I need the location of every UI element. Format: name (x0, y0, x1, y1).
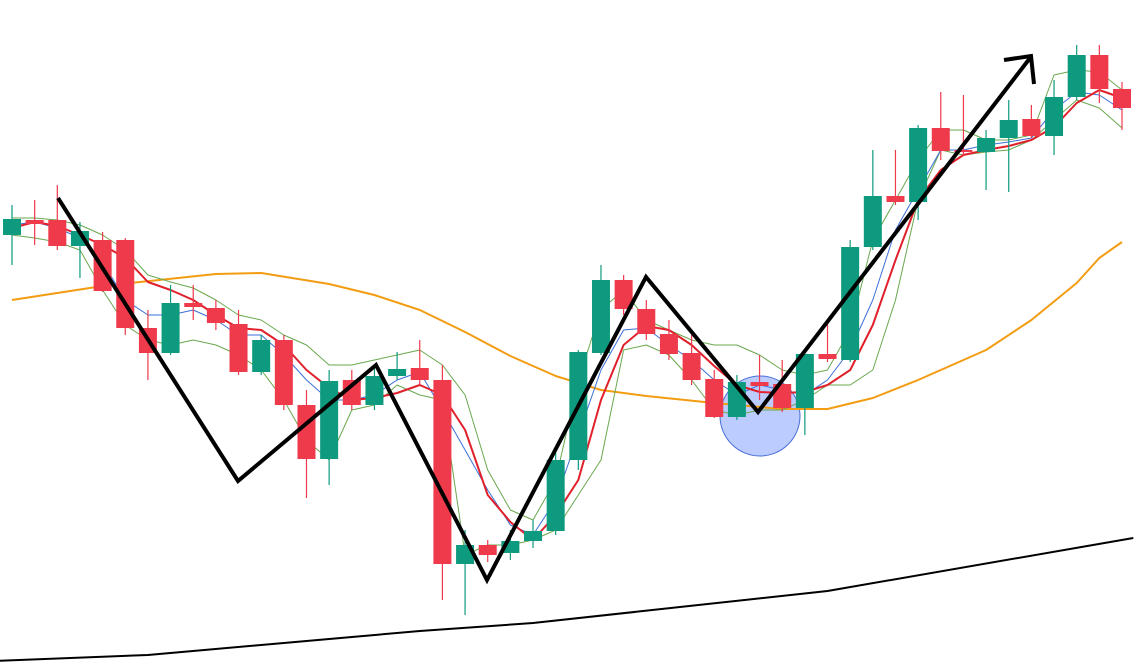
indicator-line (11, 91, 1123, 536)
candle-body (931, 128, 950, 151)
candle-body (433, 380, 452, 564)
candle-body (3, 219, 21, 235)
candle-body (161, 303, 180, 353)
candle-body (48, 220, 67, 246)
candle-body (1113, 89, 1131, 108)
candle-body (365, 376, 384, 405)
candle-body (999, 120, 1018, 138)
candle-body (863, 196, 882, 247)
indicator-line (12, 69, 1123, 521)
candle-body (1090, 55, 1109, 89)
candle-body (342, 380, 361, 405)
candle-body (977, 138, 996, 152)
candle-body (750, 382, 769, 386)
candle-body (591, 280, 610, 353)
candle-body (841, 247, 860, 360)
candle-body (773, 384, 792, 408)
candle-body (478, 545, 497, 555)
zigzag-drawing (56, 56, 1032, 585)
candle-body (954, 150, 973, 152)
indicator-line (0, 537, 1134, 662)
arrow-head (1003, 53, 1036, 85)
candle-body (909, 128, 928, 202)
marks (0, 45, 1134, 662)
candle-body (25, 220, 44, 224)
candle-body (614, 280, 633, 309)
candle-body (1022, 119, 1041, 136)
candle-body (274, 340, 293, 405)
candle-body (1045, 97, 1064, 136)
candle-body (1067, 55, 1086, 97)
candle-body (818, 354, 837, 359)
candle-body (252, 340, 271, 372)
overlays (0, 69, 1134, 662)
candle-body (320, 381, 339, 459)
candle-body (705, 379, 724, 417)
candle-body (297, 405, 316, 459)
candle-body (637, 309, 656, 334)
indicator-line (11, 99, 1123, 556)
candle-body (524, 531, 543, 541)
indicator-line (11, 241, 1123, 410)
candle-body (546, 460, 565, 531)
candle-body (886, 196, 905, 202)
candle-body (682, 353, 701, 380)
candle-body (795, 354, 814, 408)
candle-body (116, 240, 135, 328)
candle-body (410, 368, 429, 380)
candle-body (659, 334, 678, 354)
candle-body (229, 324, 248, 372)
candle-body (184, 303, 203, 307)
candle-body (206, 308, 225, 323)
candle-body (388, 369, 407, 376)
indicator-line (11, 89, 1123, 541)
